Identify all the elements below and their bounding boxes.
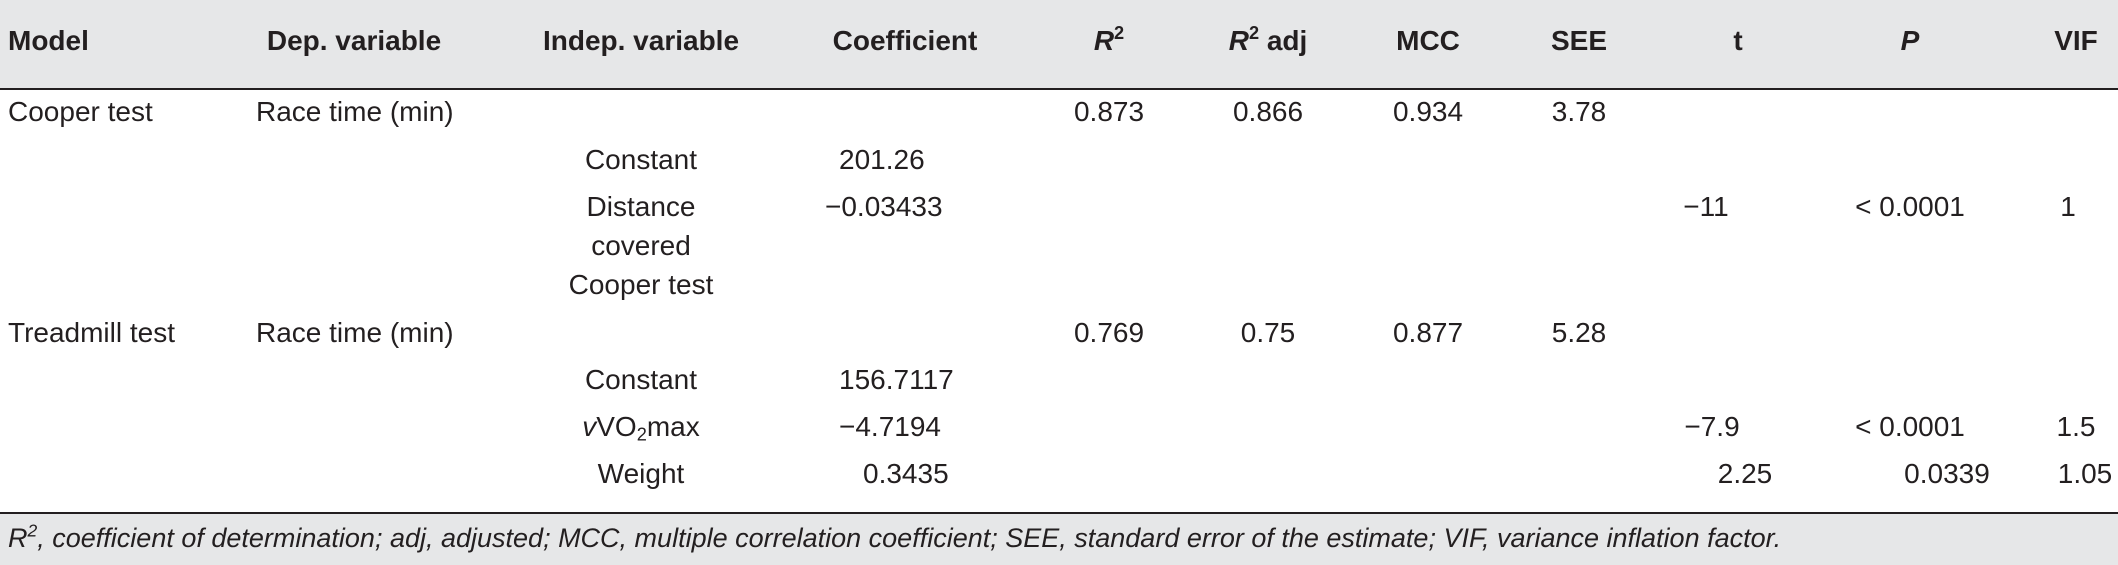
treadmill-vvo2max-coef: −4.7194 [839,411,941,442]
treadmill-vvo2max-p: < 0.0001 [1855,411,1965,442]
treadmill-weight-coef: 0.3435 [863,458,949,489]
treadmill-constant-coef: 156.7117 [839,364,954,395]
cooper-distance-vif: 1 [2060,191,2076,222]
treadmill-weight-t: 2.25 [1717,458,1773,489]
cooper-distance-label-1: Distance [586,191,696,222]
treadmill-see: 5.28 [1551,317,1607,348]
treadmill-vvo2max-label: vVO2max [582,411,700,445]
header-band [0,0,2118,88]
treadmill-weight-p: 0.0339 [1904,458,1990,489]
treadmill-r2: 0.769 [1073,317,1145,348]
header-indep-variable: Indep. variable [542,25,740,56]
header-rule [0,88,2118,90]
header-mcc: MCC [1396,25,1460,56]
header-vif: VIF [2054,25,2098,56]
cooper-distance-label-3: Cooper test [568,269,714,300]
footer-band [0,514,2118,565]
cooper-distance-label-2: covered [591,230,691,261]
cooper-see: 3.78 [1551,96,1607,127]
treadmill-mcc: 0.877 [1392,317,1464,348]
treadmill-constant-label: Constant [584,364,698,395]
treadmill-weight-vif: 1.05 [2057,458,2113,489]
treadmill-r2adj: 0.75 [1240,317,1296,348]
cooper-constant-coef: 201.26 [839,144,925,175]
header-r2-adj: R2 adj [1228,23,1308,56]
header-r2: R2 [1093,23,1125,56]
cooper-r2: 0.873 [1073,96,1145,127]
cooper-dep: Race time (min) [256,96,454,127]
header-p: P [1900,25,1920,56]
treadmill-weight-label: Weight [597,458,685,489]
header-model: Model [8,25,89,56]
cooper-distance-coef: −0.03433 [825,191,943,222]
treadmill-vvo2max-vif: 1.5 [2056,411,2096,442]
treadmill-model: Treadmill test [8,317,176,348]
treadmill-dep: Race time (min) [256,317,454,348]
cooper-mcc: 0.934 [1392,96,1464,127]
treadmill-vvo2max-t: −7.9 [1684,411,1740,442]
header-see: SEE [1550,25,1608,56]
cooper-distance-p: < 0.0001 [1855,191,1965,222]
cooper-model: Cooper test [8,96,153,127]
cooper-r2adj: 0.866 [1232,96,1304,127]
cooper-distance-t: −11 [1683,191,1729,222]
footer-rule [0,512,2118,514]
header-t: t [1733,25,1743,56]
table-footnote: R2, coefficient of determination; adj, a… [8,520,1782,553]
cooper-constant-label: Constant [584,144,698,175]
header-coefficient: Coefficient [832,25,978,56]
header-dep-variable: Dep. variable [266,25,442,56]
